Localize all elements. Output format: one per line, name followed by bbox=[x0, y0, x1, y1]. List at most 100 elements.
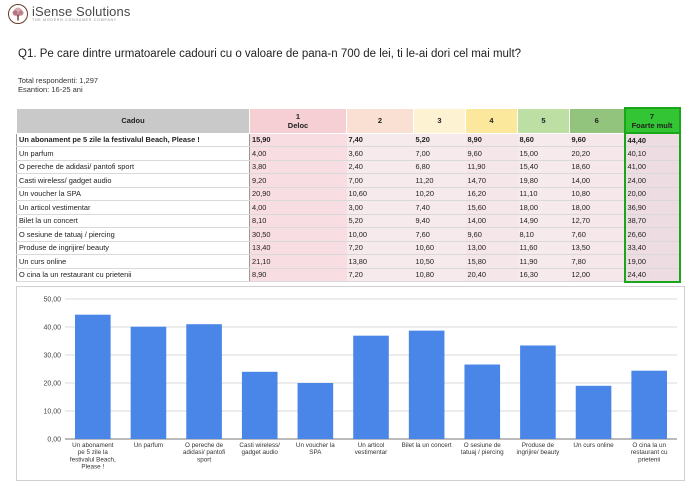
x-tick-label: sport bbox=[197, 456, 211, 463]
header-num: 4 bbox=[489, 116, 494, 125]
header-num: 5 bbox=[541, 116, 546, 125]
respondents-count: Total respondenti: 1,297 bbox=[18, 76, 99, 85]
x-tick-label: Bilet la un concert bbox=[402, 442, 452, 449]
header-num: 6 bbox=[594, 116, 599, 125]
bar bbox=[241, 371, 278, 439]
x-tick-label: prietenii bbox=[638, 456, 660, 463]
y-tick-label: 10,00 bbox=[43, 409, 61, 416]
cell-value: 7,60 bbox=[569, 227, 625, 242]
y-tick-label: 40,00 bbox=[43, 325, 61, 332]
cell-value: 14,90 bbox=[517, 214, 570, 228]
cell-value: 15,40 bbox=[517, 160, 570, 174]
x-tick-label: O pereche de bbox=[185, 442, 224, 449]
x-tick-label: O sesiune de bbox=[464, 442, 502, 449]
cell-value: 20,90 bbox=[249, 187, 347, 201]
cell-value: 4,00 bbox=[249, 146, 347, 161]
x-tick-label: Un voucher la bbox=[296, 442, 335, 449]
bar-chart: 0,00 10,00 20,00 30,00 40,00 50,00 Un abonamen… bbox=[16, 286, 685, 481]
cell-value: 7,60 bbox=[413, 227, 466, 242]
bar bbox=[631, 370, 667, 439]
row-label: Produse de ingrijire/ beauty bbox=[16, 241, 250, 255]
cell-value: 11,20 bbox=[413, 173, 466, 188]
brand-name: iSense Solutions bbox=[32, 4, 131, 19]
x-tick-label: O cina la un bbox=[632, 442, 666, 449]
cell-value: 10,00 bbox=[346, 227, 414, 242]
row-label: O pereche de adidasi/ pantofi sport bbox=[16, 160, 250, 174]
cell-value: 10,60 bbox=[413, 241, 466, 255]
logo: iSense Solutions THE MODERN CONSUMER COM… bbox=[8, 4, 130, 24]
table-row: O cina la un restaurant cu prietenii 8,90… bbox=[16, 268, 681, 283]
x-tick-label: Un articol bbox=[358, 442, 385, 449]
cell-value: 15,80 bbox=[465, 254, 518, 269]
cell-value: 14,00 bbox=[465, 214, 518, 228]
table-row: O pereche de adidasi/ pantofi sport 3,80 2… bbox=[16, 160, 681, 174]
row-label: Casti wireless/ gadget audio bbox=[16, 173, 250, 188]
table-row: Un curs online 21,10 13,80 10,50 15,80 11,90 7… bbox=[16, 254, 681, 269]
x-tick-label: vestimentar bbox=[355, 449, 388, 456]
row-label: Un abonament pe 5 zile la festivalul Bea… bbox=[16, 133, 250, 147]
bar bbox=[575, 385, 612, 439]
cell-value: 7,40 bbox=[346, 133, 414, 147]
cell-value: 10,80 bbox=[569, 187, 625, 201]
cell-value: 14,00 bbox=[569, 173, 625, 188]
cell-value: 24,00 bbox=[623, 173, 681, 188]
y-tick-label: 0,00 bbox=[47, 437, 61, 444]
cell-value: 11,90 bbox=[465, 160, 518, 174]
sample-description: Esantion: 16-25 ani bbox=[18, 85, 83, 94]
x-tick-label: Produse de bbox=[522, 442, 555, 449]
header-sub: Deloc bbox=[287, 120, 309, 130]
header-num: 7 bbox=[649, 111, 655, 121]
x-tick-label: festivalul Beach, bbox=[70, 456, 116, 463]
row-label: O cina la un restaurant cu prietenii bbox=[16, 268, 250, 282]
cell-value: 10,60 bbox=[346, 187, 414, 201]
cell-value: 2,40 bbox=[346, 160, 414, 174]
cell-value: 16,30 bbox=[517, 268, 570, 282]
cell-value: 7,00 bbox=[346, 173, 414, 188]
cell-value: 15,60 bbox=[465, 200, 518, 215]
table-row: Un parfum 4,00 3,60 7,00 9,60 15,00 20,20 40,10 bbox=[16, 146, 681, 161]
cell-value: 26,60 bbox=[623, 227, 681, 242]
x-tick-label: pe 5 zile la bbox=[78, 449, 109, 456]
cell-value: 30,50 bbox=[249, 227, 347, 242]
cell-value: 20,00 bbox=[623, 187, 681, 201]
x-tick-label: Un abonament bbox=[72, 442, 114, 449]
cell-value: 11,90 bbox=[517, 254, 570, 269]
header-col-7: 7 Foarte mult bbox=[623, 107, 681, 134]
cell-value: 41,00 bbox=[623, 160, 681, 174]
bar bbox=[186, 324, 222, 439]
table-header-row: Cadou 1 Deloc 2 3 4 5 6 7 Foarte mult bbox=[16, 107, 681, 134]
table-row: Un articol vestimentar 4,00 3,00 7,40 15,60 1… bbox=[16, 200, 681, 215]
row-label: Bilet la un concert bbox=[16, 214, 250, 228]
cell-value: 13,50 bbox=[569, 241, 625, 255]
cell-value: 12,00 bbox=[569, 268, 625, 282]
cell-value: 10,80 bbox=[413, 268, 466, 282]
cell-value: 13,00 bbox=[465, 241, 518, 255]
cell-value: 33,40 bbox=[623, 241, 681, 255]
cell-value: 20,20 bbox=[569, 146, 625, 161]
page-title: Q1. Pe care dintre urmatoarele cadouri c… bbox=[18, 48, 522, 60]
table-row: Bilet la un concert 8,10 5,20 9,40 14,00 14,9… bbox=[16, 214, 681, 228]
cell-value: 10,50 bbox=[413, 254, 466, 269]
cell-value: 3,00 bbox=[346, 200, 414, 215]
table-row: O sesiune de tatuaj / piercing 30,50 10,00… bbox=[16, 227, 681, 242]
cell-value: 8,10 bbox=[249, 214, 347, 228]
row-label: Un parfum bbox=[16, 146, 250, 161]
x-tick-label: ingrijire/ beauty bbox=[517, 449, 561, 456]
cell-value: 5,20 bbox=[346, 214, 414, 228]
header-num: 2 bbox=[377, 116, 383, 125]
cell-value: 8,90 bbox=[249, 268, 347, 282]
cell-value: 13,40 bbox=[249, 241, 347, 255]
header-col-5: 5 bbox=[517, 107, 570, 134]
cell-value: 9,40 bbox=[413, 214, 466, 228]
header-col-6: 6 bbox=[569, 107, 625, 134]
cell-value: 9,20 bbox=[249, 173, 347, 188]
cell-value: 18,60 bbox=[569, 160, 625, 174]
cell-value: 3,60 bbox=[346, 146, 414, 161]
header-col-4: 4 bbox=[465, 107, 518, 134]
cell-value: 11,60 bbox=[517, 241, 570, 255]
x-tick-label: Please ! bbox=[81, 464, 104, 471]
table-row: Un voucher la SPA 20,90 10,60 10,20 16,20 11,… bbox=[16, 187, 681, 201]
table-row: Produse de ingrijire/ beauty 13,40 7,20 10,… bbox=[16, 241, 681, 255]
y-tick-label: 50,00 bbox=[43, 297, 61, 304]
cell-value: 8,90 bbox=[465, 133, 518, 147]
